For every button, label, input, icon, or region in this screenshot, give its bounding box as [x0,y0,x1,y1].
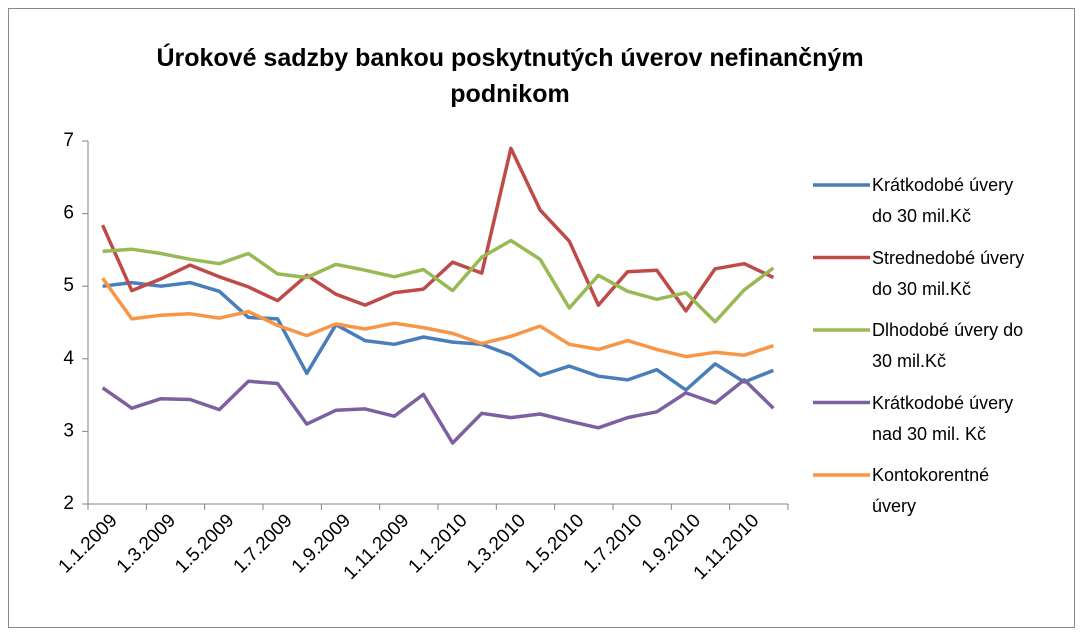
series-line [101,146,775,313]
legend-label: Krátkodobé úvery do 30 mil.Kč [872,175,1014,226]
legend-label: Strednedobé úvery do 30 mil.Kč [872,247,1025,299]
y-tick-label: 6 [63,203,74,224]
chart-border [8,8,1075,628]
series-line [102,238,775,324]
chart-title: Úrokové sadzby bankou poskytnutých úvero… [156,44,864,108]
series-line [101,378,775,445]
legend-label: Dlhodobé úvery do 30 mil.Kč [872,320,1024,371]
y-tick-label: 7 [63,130,74,151]
legend-label: Kontokorentné úvery [872,465,990,516]
series-line [101,277,774,359]
y-tick-label: 5 [63,275,74,296]
legend-label: Krátkodobé úvery nad 30 mil. Kč [872,392,1014,444]
y-tick-label: 3 [63,420,74,441]
y-tick-label: 4 [63,348,74,369]
series-line [102,280,775,392]
y-tick-label: 2 [63,493,74,514]
